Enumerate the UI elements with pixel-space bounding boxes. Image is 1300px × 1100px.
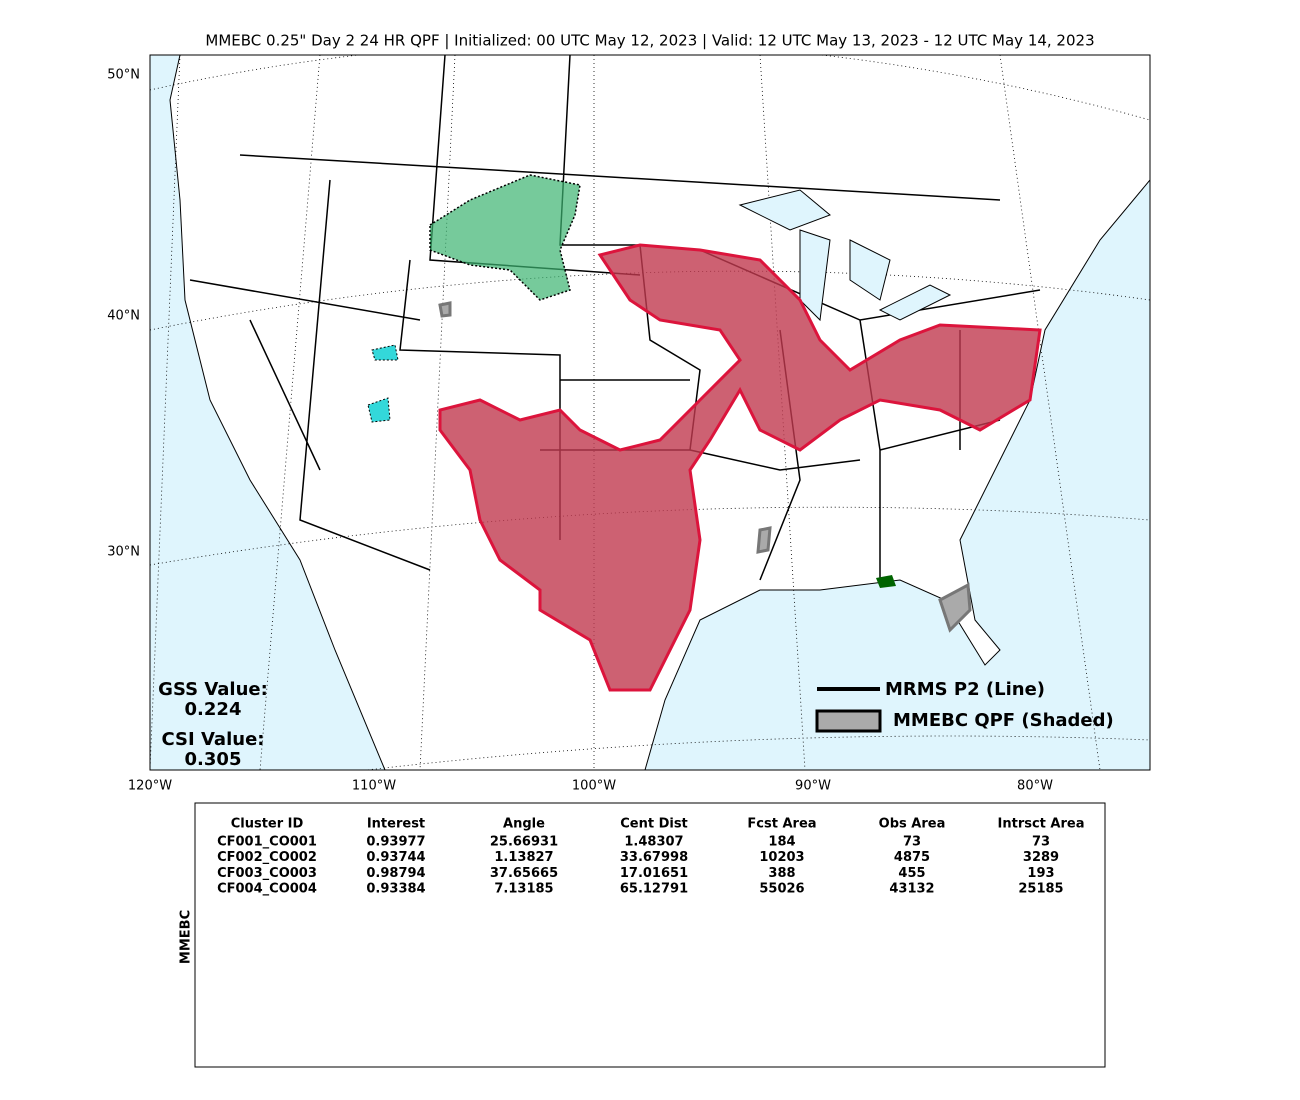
lon-label: 80°W: [1017, 779, 1053, 794]
table-cell: 0.93744: [366, 850, 425, 865]
table-cell: 37.65665: [490, 866, 558, 881]
table-header: Cent Dist: [620, 817, 688, 832]
table-cell: 455: [898, 866, 925, 881]
lat-label: 30°N: [107, 545, 140, 560]
table-header: Interest: [367, 817, 425, 832]
table-cell: 10203: [759, 850, 804, 865]
table-side-label: MMEBC: [179, 910, 194, 964]
table-cell: 193: [1027, 866, 1054, 881]
green-area: [429, 174, 581, 301]
table-cell: 25185: [1018, 882, 1063, 897]
table-cell: 184: [768, 835, 795, 850]
gss-value: 0.224: [185, 699, 242, 720]
csi-value: 0.305: [185, 749, 242, 770]
table-cell: 73: [903, 835, 921, 850]
csi-label: CSI Value:: [162, 729, 265, 750]
table: Cluster ID Interest Angle Cent Dist Fcst Are…: [217, 817, 1084, 897]
lon-label: 100°W: [572, 779, 616, 794]
table-box: [194, 802, 1106, 1068]
lon-label: 120°W: [128, 779, 172, 794]
table-cell: 0.93384: [366, 882, 425, 897]
table-cell: 1.48307: [624, 835, 683, 850]
title: MMEBC 0.25" Day 2 24 HR QPF | Initialize…: [205, 32, 1094, 50]
table-cell: 43132: [889, 882, 934, 897]
table-cell: 17.01651: [620, 866, 688, 881]
table-cell: 3289: [1023, 850, 1059, 865]
lon-label: 90°W: [795, 779, 831, 794]
gss-label: GSS Value:: [158, 679, 268, 700]
table-cell: 1.13827: [494, 850, 553, 865]
legend-swatch: [815, 709, 882, 733]
lat-label: 50°N: [107, 68, 140, 83]
table-cell: CF004_CO004: [217, 882, 317, 897]
map-frame: [149, 54, 1151, 771]
lon-label: 110°W: [352, 779, 396, 794]
table-cell: 65.12791: [620, 882, 688, 897]
table-cell: 0.98794: [366, 866, 425, 881]
table-cell: CF001_CO001: [217, 835, 317, 850]
table-cell: 73: [1032, 835, 1050, 850]
table-header: Obs Area: [879, 817, 946, 832]
land: [169, 55, 1150, 770]
table-cell: 7.13185: [494, 882, 553, 897]
table-header: Angle: [503, 817, 545, 832]
table-cell: 388: [768, 866, 795, 881]
table-header: Fcst Area: [747, 817, 816, 832]
table-header: Intrsct Area: [998, 817, 1085, 832]
table-cell: CF003_CO003: [217, 866, 317, 881]
table-cell: 0.93977: [366, 835, 425, 850]
lat-label: 40°N: [107, 309, 140, 324]
legend-label: MMEBC QPF (Shaded): [893, 710, 1114, 731]
map: [149, 54, 1151, 771]
legend-label: MRMS P2 (Line): [885, 679, 1045, 700]
table-header: Cluster ID: [231, 817, 304, 832]
red-area: [438, 243, 1042, 692]
table-cell: 25.66931: [490, 835, 558, 850]
table-cell: 4875: [894, 850, 930, 865]
table-cell: 55026: [759, 882, 804, 897]
table-cell: CF002_CO002: [217, 850, 317, 865]
table-cell: 33.67998: [620, 850, 688, 865]
cyan-area: [367, 344, 399, 423]
